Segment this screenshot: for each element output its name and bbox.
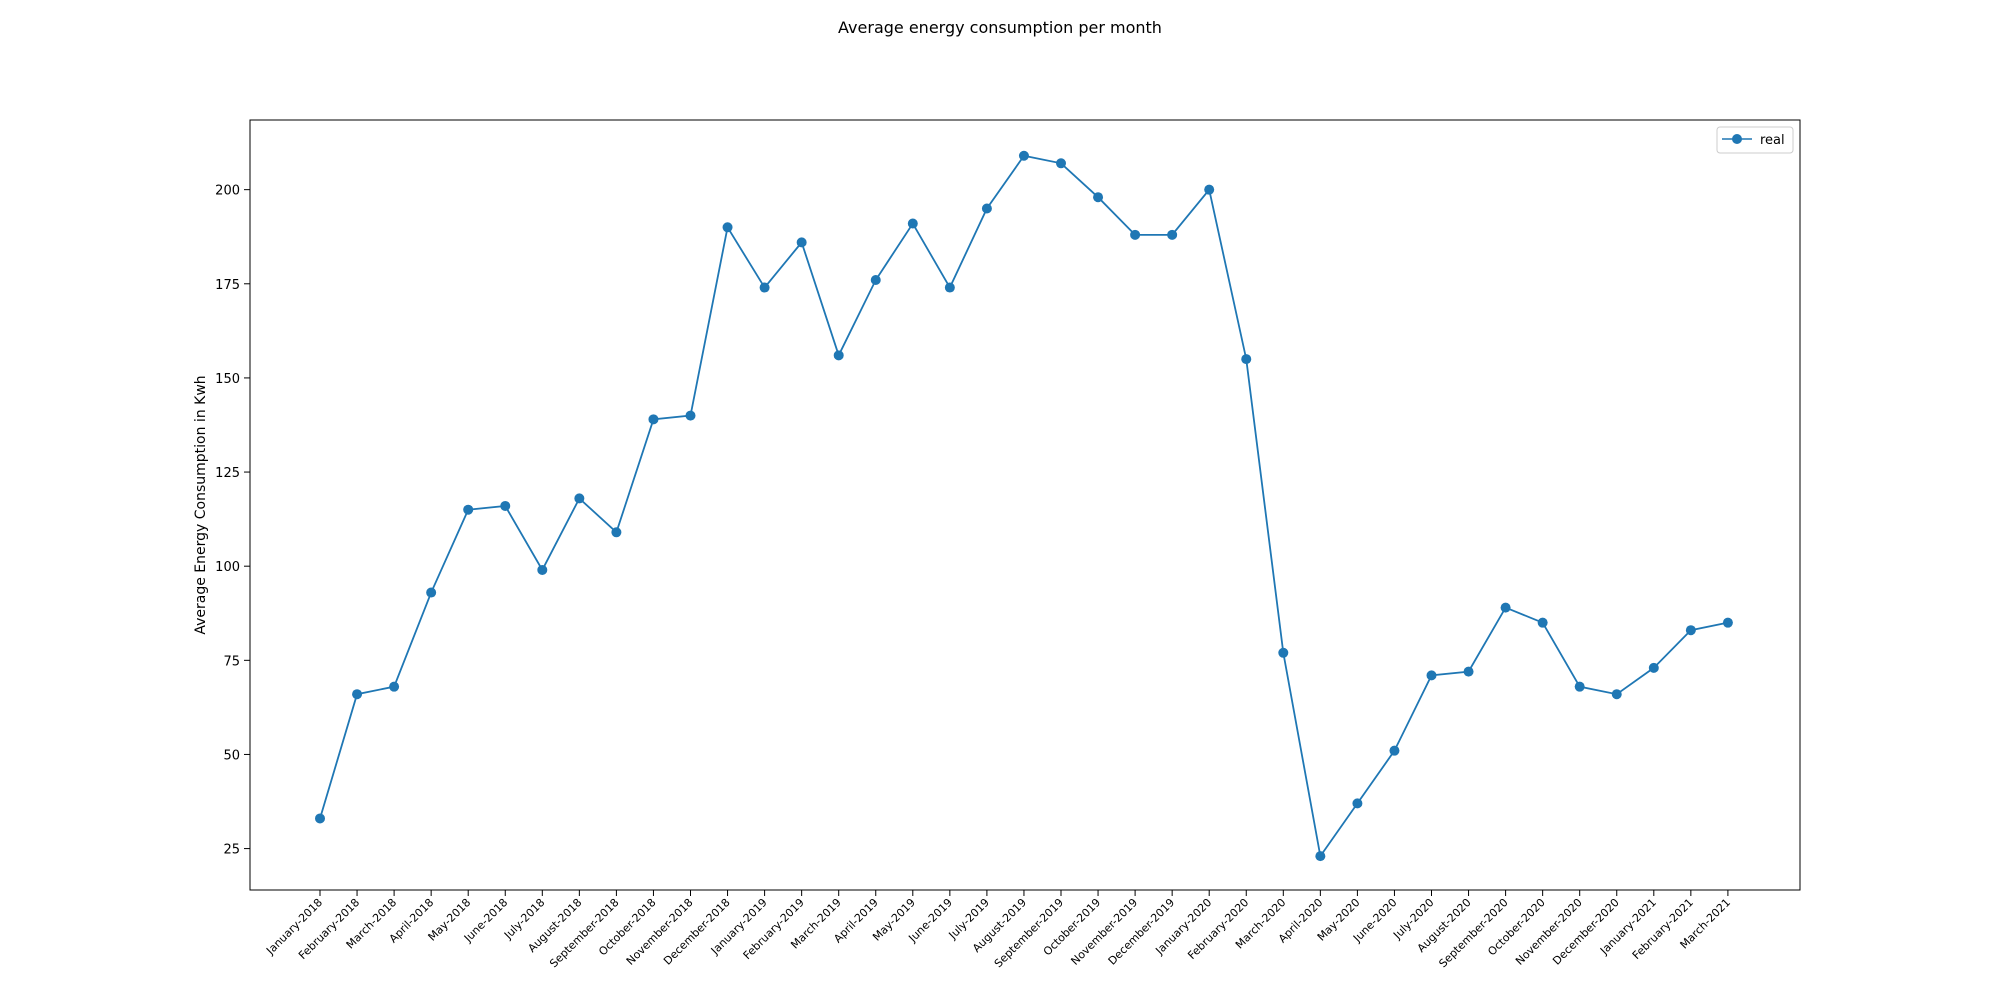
data-point bbox=[1352, 798, 1363, 809]
data-point bbox=[1426, 670, 1437, 681]
data-point bbox=[1204, 184, 1215, 195]
data-point bbox=[722, 222, 733, 233]
data-point bbox=[1463, 666, 1474, 677]
data-point bbox=[944, 282, 955, 293]
y-tick-label: 175 bbox=[215, 278, 240, 293]
data-point bbox=[1056, 158, 1066, 169]
chart-title: Average energy consumption per month bbox=[838, 18, 1162, 37]
y-tick-label: 50 bbox=[223, 748, 240, 763]
x-axis: January-2018February-2018March-2018April… bbox=[263, 890, 1733, 970]
data-point bbox=[611, 527, 622, 538]
data-point bbox=[500, 500, 511, 511]
data-point bbox=[1278, 647, 1289, 658]
data-point bbox=[1685, 625, 1696, 636]
data-point bbox=[685, 410, 696, 421]
data-point bbox=[574, 493, 585, 504]
series-line bbox=[319, 154, 1729, 859]
legend-marker-real bbox=[1732, 134, 1742, 144]
x-tick-label: September-2020 bbox=[1436, 896, 1510, 970]
data-point bbox=[1130, 229, 1141, 240]
data-point bbox=[648, 414, 659, 425]
data-point bbox=[796, 237, 807, 248]
x-tick-label: December-2018 bbox=[661, 896, 733, 968]
data-point bbox=[1611, 689, 1622, 700]
data-point bbox=[1093, 192, 1104, 203]
y-tick-label: 125 bbox=[215, 466, 240, 481]
x-tick-label: November-2018 bbox=[624, 896, 696, 968]
data-point bbox=[1241, 354, 1252, 365]
y-tick-label: 100 bbox=[215, 560, 240, 575]
data-point bbox=[352, 689, 363, 700]
x-tick-label: December-2020 bbox=[1550, 896, 1622, 968]
data-point bbox=[389, 681, 400, 692]
x-tick-label: November-2019 bbox=[1068, 896, 1140, 968]
data-point bbox=[981, 203, 992, 214]
data-point bbox=[1018, 150, 1029, 161]
data-point bbox=[315, 813, 325, 824]
data-point bbox=[1574, 681, 1585, 692]
data-point bbox=[1389, 745, 1400, 756]
x-tick-label: September-2019 bbox=[992, 896, 1066, 970]
data-point bbox=[1648, 662, 1659, 673]
data-point bbox=[759, 282, 770, 293]
x-tick-label: November-2020 bbox=[1513, 896, 1585, 968]
data-point bbox=[463, 504, 474, 515]
data-point bbox=[907, 218, 918, 229]
legend-box bbox=[1716, 126, 1794, 154]
data-point bbox=[870, 275, 881, 286]
y-tick-label: 25 bbox=[223, 843, 240, 858]
data-point bbox=[1500, 602, 1511, 613]
y-axis: 25 50 75 100 125 150 175 200 bbox=[215, 184, 250, 858]
x-tick-label: September-2018 bbox=[547, 896, 621, 970]
y-tick-label: 200 bbox=[215, 184, 240, 199]
series-real bbox=[315, 150, 1733, 862]
x-tick-label: December-2019 bbox=[1106, 896, 1178, 968]
data-point bbox=[1315, 851, 1326, 862]
y-tick-label: 75 bbox=[223, 654, 240, 669]
data-point bbox=[1537, 617, 1548, 628]
data-point bbox=[1167, 229, 1178, 240]
data-point bbox=[833, 350, 844, 361]
data-point bbox=[1722, 617, 1733, 628]
legend: real bbox=[1716, 126, 1794, 154]
legend-label-real: real bbox=[1760, 133, 1785, 148]
data-point bbox=[426, 587, 437, 598]
y-tick-label: 150 bbox=[215, 372, 240, 387]
plot-area bbox=[249, 119, 1801, 891]
data-point bbox=[537, 564, 548, 575]
y-axis-label: Average Energy Consumption in Kwh bbox=[193, 375, 209, 634]
